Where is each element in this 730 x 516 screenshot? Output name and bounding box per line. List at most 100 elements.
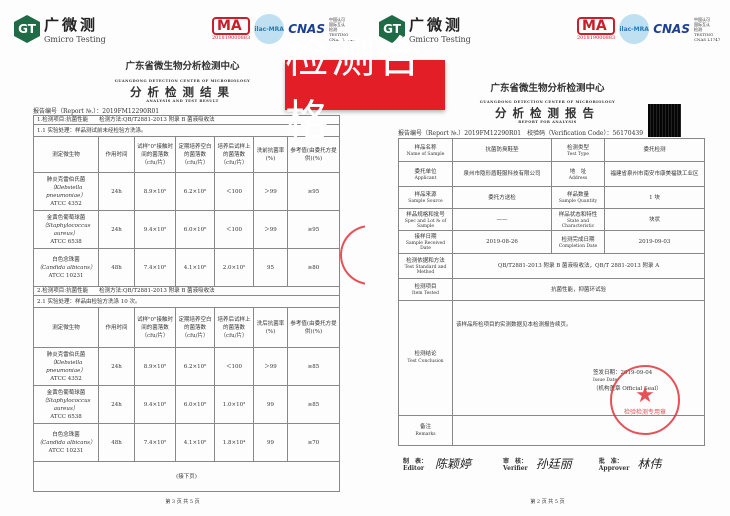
qr-code[interactable] [648, 104, 681, 137]
ref-cell: ≥95 [286, 172, 341, 211]
doc-title: 分析检测结果 [130, 85, 235, 99]
table-row: 白色念珠菌 （Candida albicans） ATCC 10231 48h 7.4×… [33, 248, 341, 287]
info-row: 样品规格和批号 Spec and Lot № of Sample —— 样品状态和特性… [398, 208, 705, 231]
doc-title: 分析检测报告 [495, 106, 600, 120]
ilac-mra-logo: ilac-MRA [619, 14, 650, 44]
time-cell: 24h [98, 172, 135, 211]
editor-signature: 陈颖婷 [435, 457, 472, 471]
field-value: 抗菌性能，抑菌环试验 [452, 278, 705, 301]
gmicro-logo: GT 广微测 Gmicro Testing [379, 14, 471, 44]
field-label: 委托单位 Applicant [398, 161, 453, 187]
rate-cell: 95 [253, 248, 288, 287]
cnas-text: 中国认可 国际互认 检测 TESTING CNAS L1747 [693, 16, 721, 42]
column-header: 定期培养空白的菌落数（cfu/片） [175, 307, 215, 348]
column-header: 试样"0"接触时间的菌落数（cfu/片） [134, 307, 176, 348]
field-label: 接样日期 Sample Received Date [398, 230, 453, 254]
blank-cell: 6.0×10⁶ [175, 385, 215, 424]
standard-row: 检测依据和方法 Test Standard and Method QB/T2881-… [398, 253, 705, 279]
center-name: 广东省微生物分析检测中心 [125, 61, 240, 72]
field-value: —— [452, 208, 552, 231]
time-cell: 24h [98, 385, 135, 424]
column-header: 培养后试样上的菌落数（cfu/片） [214, 136, 254, 173]
column-headers: 测定微生物 作用时间 试样"0"接触时间的菌落数（cfu/片） 定期培养空白的菌落数（… [33, 307, 341, 348]
rate-cell: ＞99 [253, 347, 288, 386]
c0-cell: 8.9×10⁵ [134, 347, 176, 386]
info-row: 接样日期 Sample Received Date 2019-08-26 检测完成日期… [398, 230, 705, 254]
field-value: 抗菌防臭鞋垫 [452, 138, 552, 162]
field-label: 样品状态和特性 State and Characteristic [551, 208, 605, 231]
table-row: 白色念珠菌 （Candida albicans） ATCC 10231 48h 7.4×… [33, 423, 341, 462]
time-cell: 48h [98, 423, 135, 462]
rate-cell: 99 [253, 385, 288, 424]
approver-signature: 林伟 [637, 457, 662, 471]
center-name: 广东省微生物分析检测中心 [490, 83, 605, 94]
info-row: 样品来源 Sample Source 委托方送检 样品数量 Sample Quantit… [398, 186, 705, 209]
gt-logo-icon: GT [379, 15, 405, 43]
column-headers: 测定微生物 作用时间 试样"0"接触时间的菌落数（cfu/片） 定期培养空白的菌落数（… [33, 136, 341, 173]
column-header: 作用时间 [98, 136, 135, 173]
after-cell: ＜100 [214, 172, 254, 211]
blank-cell: 4.1×10⁶ [175, 248, 215, 287]
table-row: 肺炎克雷伯氏菌 （Klebsiella pneumoniae） ATCC 4352 2… [33, 172, 341, 211]
ilac-mra-logo: ilac-MRA [254, 14, 285, 44]
after-cell: 1.0×10³ [214, 385, 254, 424]
field-label: 地 址 Address [551, 161, 605, 187]
microbe-cell: 金黄色葡萄球菌 （Staphylococcus aureus） ATCC 6538 [33, 210, 99, 249]
signatures: 制 表： Editor 陈颖婷 审 核： Verifier 孙廷丽 批 准： Appr… [403, 455, 703, 472]
column-header: 作用时间 [98, 307, 135, 348]
logo-en: Gmicro Testing [409, 35, 471, 44]
blank-cell: 6.2×10⁶ [175, 347, 215, 386]
page-number: 第 2 页 共 5 页 [530, 499, 565, 505]
treatment-row: 2.1 实验处理：样品由检验方洗涤 10 次。 [32, 295, 341, 308]
gt-logo-icon: GT [14, 15, 40, 43]
column-header: 定期培养空白的菌落数（cfu/片） [175, 136, 215, 173]
cma-logo: MA 201819000883 [212, 17, 251, 41]
field-label: 检测项目 Item Tested [398, 278, 453, 301]
c0-cell: 8.9×10⁵ [134, 172, 176, 211]
field-value: 泉州市隐形盾鞋服科技有限公司 [452, 161, 552, 187]
gmicro-logo: GT 广微测 Gmicro Testing [14, 14, 106, 44]
field-value: 委托方送检 [452, 186, 552, 209]
rate-cell: ＞99 [253, 210, 288, 249]
c0-cell: 9.4×10⁵ [134, 385, 176, 424]
ref-cell: ≥80 [286, 248, 341, 287]
table-row: 肺炎克雷伯氏菌 （Klebsiella pneumoniae） ATCC 4352 2… [33, 347, 341, 386]
after-cell: 2.0×10⁵ [214, 248, 254, 287]
ref-cell: ≥85 [286, 385, 341, 424]
cnas-logo: CNAS [653, 22, 690, 36]
center-name-en: GUANGDONG DETECTION CENTER OF MICROBIOLO… [114, 79, 251, 83]
cnas-text: 中国认可 国际互认 检测 TESTING CNAS L1747 [328, 16, 356, 42]
column-header: 洗前抗菌率(%) [253, 136, 288, 173]
seal-text: 检验检测专用章 [623, 408, 666, 416]
logo-en: Gmicro Testing [44, 35, 106, 44]
star-icon: ★ [635, 382, 655, 408]
test-item-row: 2.检测项目:抗菌性能 检测方法:QB/T2881-2013 附录 B 菌液吸收… [32, 286, 341, 296]
after-cell: ＜100 [214, 210, 254, 249]
c0-cell: 7.4×10⁵ [134, 248, 176, 287]
microbe-cell: 肺炎克雷伯氏菌 （Klebsiella pneumoniae） ATCC 4352 [33, 172, 99, 211]
time-cell: 48h [98, 248, 135, 287]
conclusion-text: 该样品所检项目的实测数据见本检测报告续页。 [456, 322, 572, 328]
report-number: 报告编号（Report №.）：2019FM12290R01 [33, 108, 160, 115]
time-cell: 24h [98, 347, 135, 386]
c0-cell: 9.4×10⁵ [134, 210, 176, 249]
field-label: 样品规格和批号 Spec and Lot № of Sample [398, 208, 453, 231]
microbe-cell: 白色念珠菌 （Candida albicans） ATCC 10231 [33, 423, 99, 462]
doc-title-en: REPORT FOR ANALYSIS [518, 120, 577, 124]
field-value: 2019-08-26 [452, 230, 552, 254]
official-seal-stamp: ★ 检验检测专用章 [610, 365, 680, 435]
column-header: 培养后试样上的菌落数（cfu/片） [214, 307, 254, 348]
field-label: 样品来源 Sample Source [398, 186, 453, 209]
item-row: 检测项目 Item Tested 抗菌性能，抑菌环试验 [398, 278, 705, 301]
field-value: 福建省泉州市南安市康美福铁工业区 [604, 161, 705, 187]
after-cell: ＜100 [214, 347, 254, 386]
time-cell: 24h [98, 210, 135, 249]
editor-label: 制 表： Editor [403, 457, 428, 472]
field-value: 块状 [604, 208, 705, 231]
table-row: 金黄色葡萄球菌 （Staphylococcus aureus） ATCC 6538 2… [33, 385, 341, 424]
doc-title-en: ANALYSIS AND TEST RESULT [146, 99, 219, 103]
column-header: 参考值(由委托方提供)(%) [286, 136, 341, 173]
field-label: 样品名称 Name of Sample [398, 138, 453, 162]
center-name-en: GUANGDONG DETECTION CENTER OF MICROBIOLO… [479, 100, 616, 104]
blank-cell: 6.2×10⁶ [175, 172, 215, 211]
